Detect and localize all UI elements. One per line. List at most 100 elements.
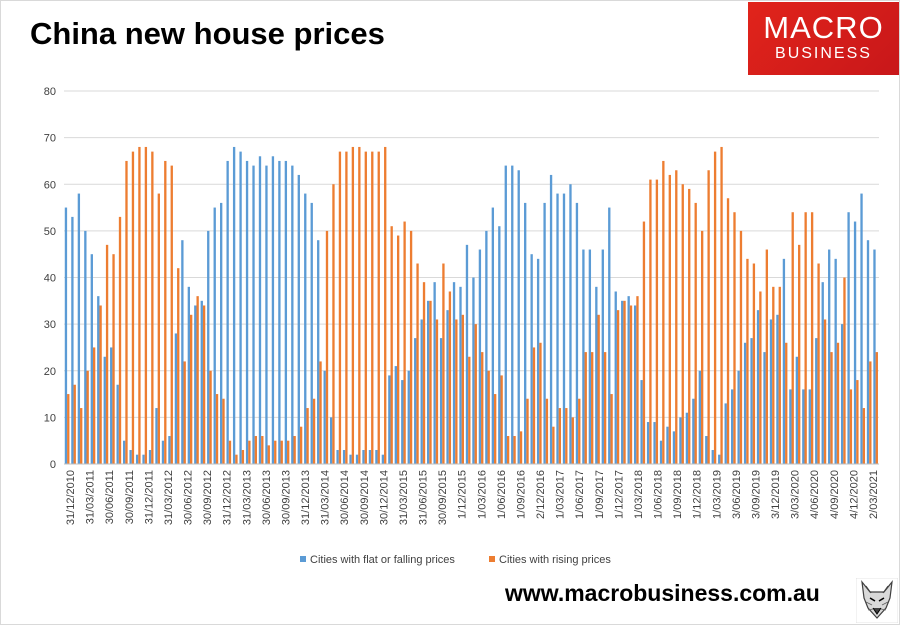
bar-rising (494, 394, 497, 464)
bar-flat-or-falling (705, 436, 708, 464)
bar-flat-or-falling (155, 408, 158, 464)
x-tick-label: 1/03/2019 (711, 470, 723, 519)
x-tick-label: 2/03/2021 (868, 470, 880, 519)
bar-rising (506, 436, 510, 464)
bar-rising (526, 398, 529, 464)
bar-rising (105, 244, 109, 464)
bar-flat-or-falling (672, 431, 676, 464)
bar-flat-or-falling (226, 160, 229, 464)
bar-flat-or-falling (161, 440, 165, 464)
bar-rising (254, 436, 258, 464)
bar-rising (73, 384, 76, 464)
bar-flat-or-falling (401, 380, 404, 464)
x-tick-label: 1/12/2017 (613, 470, 625, 519)
logo-line-1: MACRO (763, 10, 884, 45)
bar-rising (720, 146, 723, 464)
bar-rising (869, 361, 872, 464)
bar-rising (287, 440, 290, 464)
bar-flat-or-falling (207, 230, 210, 465)
bar-rising (830, 352, 833, 464)
bar-rising (455, 319, 458, 464)
legend: Cities with flat or falling prices Citie… (300, 554, 611, 566)
y-tick-label: 70 (44, 133, 56, 145)
bar-rising (403, 221, 406, 464)
bar-rising (668, 174, 671, 464)
bar-flat-or-falling (815, 338, 818, 464)
bar-rising (597, 314, 600, 464)
bar-flat-or-falling (381, 454, 385, 464)
bar-flat-or-falling (821, 282, 824, 464)
bar-rising (474, 324, 477, 465)
bar-flat-or-falling (439, 338, 443, 464)
bar-rising (364, 151, 367, 465)
bar-rising (351, 146, 355, 464)
bar-rising (649, 179, 652, 464)
bar-rising (170, 165, 173, 464)
macrobusiness-logo: MACRO BUSINESS (748, 2, 899, 75)
bar-flat-or-falling (349, 454, 352, 464)
bar-rising (778, 286, 781, 464)
gridlines (64, 90, 879, 418)
x-tick-label: 31/03/2012 (163, 470, 175, 525)
bar-flat-or-falling (685, 412, 689, 464)
x-tick-label: 30/09/2011 (124, 470, 136, 524)
x-tick-label: 31/12/2010 (65, 470, 77, 525)
bar-flat-or-falling (692, 398, 695, 464)
bar-flat-or-falling (407, 370, 410, 464)
bar-rising (306, 408, 309, 464)
bar-flat-or-falling (472, 277, 475, 464)
bar-flat-or-falling (504, 165, 507, 464)
bar-flat-or-falling (97, 296, 100, 464)
x-tick-label: 30/09/2014 (359, 470, 371, 525)
bar-rising (190, 314, 193, 464)
bar-rising (144, 146, 148, 464)
bar-flat-or-falling (271, 156, 275, 464)
bar-flat-or-falling (427, 300, 430, 464)
bar-flat-or-falling (782, 258, 786, 464)
bar-flat-or-falling (336, 450, 339, 464)
bar-flat-or-falling (808, 389, 811, 464)
bar-rising (791, 212, 794, 464)
bar-rising (584, 352, 587, 464)
bar-rising (371, 151, 374, 465)
bar-rising (565, 408, 568, 464)
x-tick-label: 30/12/2014 (378, 470, 390, 525)
bar-flat-or-falling (834, 258, 837, 464)
x-tick-label: 31/03/2015 (398, 470, 410, 525)
bar-rising (396, 235, 400, 464)
bar-flat-or-falling (828, 249, 831, 464)
x-tick-label: 1/03/2016 (476, 470, 488, 519)
bar-rising (86, 370, 89, 464)
bar-flat-or-falling (194, 305, 197, 464)
bar-flat-or-falling (187, 286, 190, 464)
bar-flat-or-falling (614, 291, 617, 464)
bar-rising (92, 347, 96, 464)
bar-rising (552, 426, 555, 464)
bar-rising (448, 291, 452, 464)
bar-flat-or-falling (524, 202, 527, 464)
bar-rising (629, 305, 633, 464)
x-tick-label: 30/06/2012 (183, 470, 195, 525)
x-tick-label: 30/06/2013 (261, 470, 273, 525)
x-tick-label: 3/09/2019 (750, 470, 762, 519)
bar-rising (707, 170, 710, 464)
bar-flat-or-falling (621, 300, 624, 464)
bar-flat-or-falling (232, 146, 236, 464)
bar-rising (332, 184, 335, 464)
bar-flat-or-falling (698, 370, 701, 464)
bar-flat-or-falling (84, 230, 87, 465)
bar-rising (209, 370, 212, 464)
bar-flat-or-falling (763, 352, 766, 464)
bar-rising (157, 193, 160, 464)
bar-flat-or-falling (297, 174, 300, 464)
bar-flat-or-falling (452, 282, 456, 464)
x-tick-label: 1/09/2016 (515, 470, 527, 519)
bar-rising (591, 352, 594, 464)
bar-rising (772, 286, 775, 464)
bar-rising (377, 151, 380, 465)
bar-flat-or-falling (653, 422, 656, 464)
bar-rising (726, 198, 730, 465)
y-axis-ticks: 0 10 20 30 40 50 60 70 80 (44, 86, 56, 471)
y-tick-label: 40 (44, 273, 56, 285)
